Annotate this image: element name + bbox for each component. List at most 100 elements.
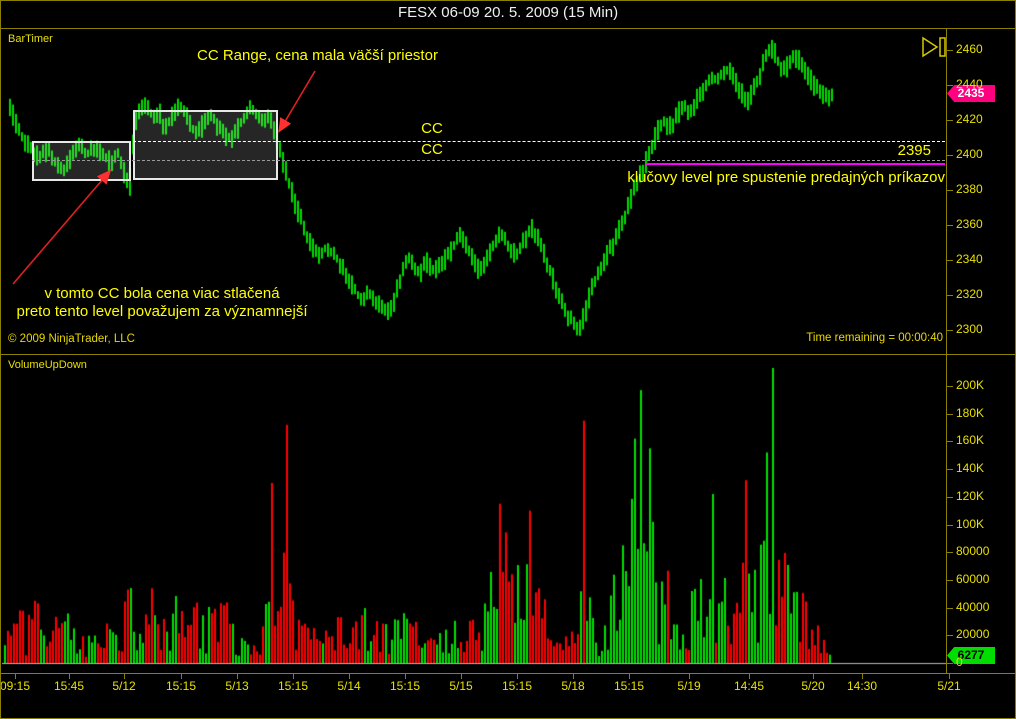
time-tick-label: 5/12 [112,679,136,693]
last-price-badge: 2435 [947,85,995,102]
volume-tick-label: 160K [956,433,985,448]
go-to-end-icon[interactable] [919,35,951,59]
price-tick-label: 2360 [956,217,983,231]
time-axis-tick [862,674,863,679]
time-axis-tick [949,674,950,679]
cc-lower-dashed-line [32,160,945,162]
key-level-value: 2395 [897,142,931,159]
time-tick-label: 5/15 [449,679,473,693]
chart-title: FESX 06-09 20. 5. 2009 (15 Min) [397,4,619,21]
price-axis-tick [946,260,953,261]
time-axis-tick [813,674,814,679]
time-tick-label: 15:15 [501,679,533,693]
bartimer-indicator-label: BarTimer [8,33,53,45]
price-tick-label: 2380 [956,182,983,196]
price-axis-tick [946,190,953,191]
cc-label-upper: CC [421,120,443,137]
time-axis-tick [15,674,16,679]
cc-upper-dashed-line [133,141,945,142]
time-axis-tick [689,674,690,679]
volume-tick-label: 0 [956,655,963,669]
squeeze-annotation-line1: v tomto CC bola cena viac stlačená [44,285,280,302]
title-separator [1,28,1015,29]
volume-tick-label: 180K [956,405,985,420]
volume-tick-label: 40000 [956,599,990,614]
volume-axis-tick [946,552,953,554]
price-axis-tick [946,120,953,121]
time-tick-label: 5/21 [937,679,961,693]
time-axis-tick [461,674,462,679]
panel-separator [1,354,1015,355]
time-axis-tick [573,674,574,679]
time-axis-tick [124,674,125,679]
volume-axis-tick [946,635,953,637]
price-axis-tick [946,225,953,226]
squeeze-annotation-line2: preto tento level považujem za významnej… [16,303,308,320]
time-axis-tick [629,674,630,679]
cc-range-box-2 [133,109,278,180]
volume-tick-label: 200K [956,378,985,392]
price-tick-label: 2400 [956,147,983,161]
volume-tick-label: 100K [956,516,985,531]
time-tick-label: 14:30 [846,679,878,693]
price-tick-label: 2320 [956,287,983,301]
volume-axis-tick [946,469,953,471]
time-tick-label: 15:15 [389,679,421,693]
time-tick-label: 5/19 [677,679,701,693]
copyright-label: © 2009 NinjaTrader, LLC [8,333,135,345]
time-axis-tick [517,674,518,679]
price-axis-tick [946,50,953,51]
volume-axis-tick [946,386,953,387]
squeeze-annotation: v tomto CC bola cena viac stlačená preto… [1,285,323,321]
cc-range-annotation: CC Range, cena mala väčší priestor [197,47,438,64]
time-tick-label: 15:15 [165,679,197,693]
time-axis-tick [237,674,238,679]
price-axis-tick [946,295,953,296]
time-tick-label: 5/20 [801,679,825,693]
price-tick-label: 2440 [956,77,983,91]
volume-axis-tick [946,579,953,581]
volume-tick-label: 60000 [956,571,990,586]
right-axis-line [946,29,947,674]
time-axis-tick [749,674,750,679]
volume-axis-tick [946,441,953,443]
time-axis-tick [181,674,182,679]
key-level-line [646,162,945,165]
volumeupdown-indicator-label: VolumeUpDown [8,359,87,371]
time-axis-tick [349,674,350,679]
volume-tick-label: 120K [956,488,985,503]
volume-tick-label: 80000 [956,544,990,559]
price-tick-label: 2300 [956,322,983,336]
volume-axis-tick [946,413,953,415]
price-axis-tick [946,85,953,86]
price-chart-canvas[interactable] [2,29,946,353]
price-axis-tick [946,155,953,156]
time-tick-label: 5/14 [337,679,361,693]
time-tick-label: 15:15 [277,679,309,693]
time-axis-line [1,673,1015,674]
time-tick-label: 09:15 [0,679,31,693]
volume-axis-tick [946,524,953,526]
time-tick-label: 15:45 [53,679,85,693]
time-tick-label: 5/13 [225,679,249,693]
time-tick-label: 5/18 [561,679,585,693]
time-axis-tick [405,674,406,679]
price-tick-label: 2460 [956,42,983,56]
price-tick-label: 2420 [956,112,983,126]
last-volume-badge: 6277 [947,647,995,664]
volume-chart-canvas[interactable] [2,357,946,673]
price-tick-label: 2340 [956,252,983,266]
volume-tick-label: 140K [956,461,985,476]
time-tick-label: 15:15 [613,679,645,693]
time-tick-label: 14:45 [733,679,765,693]
cc-label-lower: CC [421,141,443,158]
volume-axis-tick [946,607,953,609]
volume-axis-tick [946,496,953,498]
volume-tick-label: 20000 [956,627,990,642]
key-level-annotation: klučovy level pre spustenie predajných p… [627,169,945,186]
time-axis-tick [69,674,70,679]
volume-axis-tick [946,663,953,664]
price-axis-tick [946,330,953,331]
time-remaining-label: Time remaining = 00:00:40 [806,332,943,344]
